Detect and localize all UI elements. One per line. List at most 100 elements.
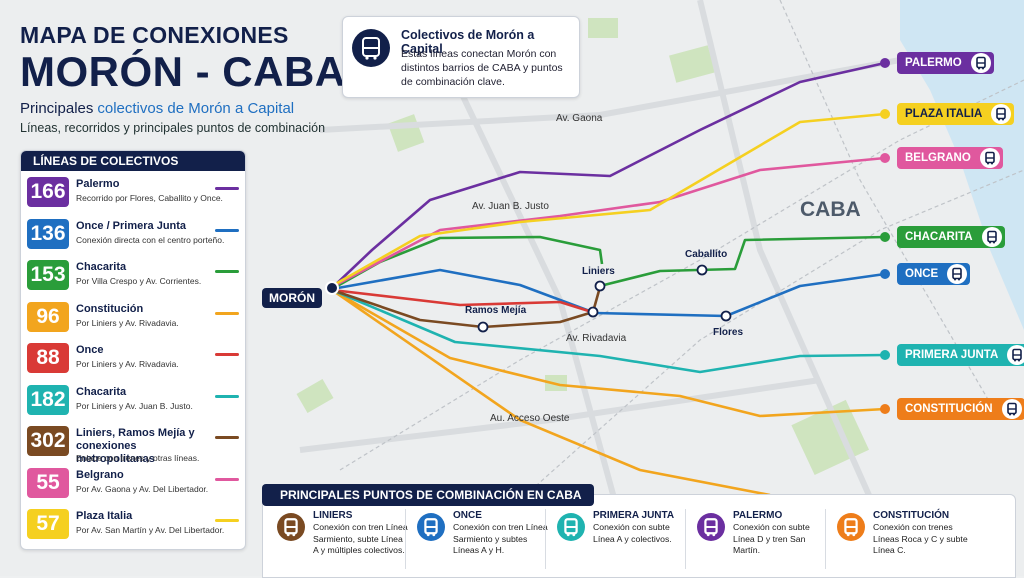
legend-item: 153 Chacarita Por Villa Crespo y Av. Corri…	[27, 258, 241, 296]
bus-wheel	[706, 533, 710, 537]
map-label: Au. Acceso Oeste	[490, 413, 570, 424]
bus-wheel	[1014, 359, 1017, 362]
line-name: Once / Primera Junta	[76, 219, 187, 232]
map-label: Liniers	[582, 266, 615, 277]
destination-name: ONCE	[905, 268, 939, 280]
line-swatch	[215, 477, 239, 481]
combination-name: PRIMERA JUNTA	[593, 510, 675, 521]
destination-label: CONSTITUCIÓN	[897, 398, 1024, 420]
bus-glyph	[1006, 402, 1017, 416]
combination-item: CONSTITUCIÓN Conexión con trenes Líneas R…	[829, 509, 969, 573]
subtitle: Principales colectivos de Morón a Capital	[20, 100, 294, 117]
origin-label: MORÓN	[262, 288, 322, 308]
route	[331, 112, 886, 288]
stop-node	[720, 310, 732, 322]
bus-wheel	[846, 533, 850, 537]
bus-icon	[970, 53, 991, 73]
combination-name: PALERMO	[733, 510, 783, 521]
bus-wheel	[998, 118, 1001, 121]
title-main: MORÓN - CABA	[20, 48, 346, 95]
bus-icon	[1001, 399, 1022, 419]
line-description: Por Av. Gaona y Av. Del Libertador.	[76, 483, 209, 494]
bus-wheel	[977, 67, 980, 70]
combination-item: PRIMERA JUNTA Conexión con subte Línea A …	[549, 509, 689, 573]
bus-wheel	[992, 241, 995, 244]
bus-wheel	[986, 162, 989, 165]
bus-wheel	[572, 533, 576, 537]
bus-glyph	[844, 518, 858, 537]
combination-name: LINIERS	[313, 510, 353, 521]
line-description: Por Liniers y Av. Rivadavia.	[76, 317, 179, 328]
info-box: Colectivos de Morón a Capital Estas líne…	[342, 16, 580, 98]
bus-wheel	[432, 533, 436, 537]
line-swatch	[215, 270, 239, 273]
line-swatch	[215, 228, 239, 232]
destination-label: ONCE	[897, 263, 971, 285]
bus-glyph	[975, 56, 986, 70]
legend-item: 136 Once / Primera Junta Conexión directa …	[27, 217, 241, 255]
line-number: 302	[27, 426, 69, 456]
bus-wheel	[852, 533, 856, 537]
destination-dot	[880, 153, 890, 163]
street	[697, 0, 883, 522]
route	[331, 288, 596, 315]
legend-item: 182 Chacarita Por Liniers y Av. Juan B. Ju…	[27, 383, 241, 421]
line-name: Belgrano	[76, 468, 124, 481]
destination-label: PALERMO	[897, 52, 994, 74]
line-number: 96	[27, 301, 69, 332]
combination-text: Conexión con trenes Líneas Roca y C y su…	[873, 522, 968, 555]
combination-name: CONSTITUCIÓN	[873, 510, 950, 521]
bus-icon	[1007, 345, 1024, 365]
rail	[519, 169, 1024, 501]
bus-glyph	[362, 37, 380, 60]
destination-label: BELGRANO	[897, 147, 1003, 169]
route	[331, 288, 886, 374]
line-number: 55	[27, 467, 69, 498]
bus-glyph	[424, 518, 438, 537]
destination-dot	[880, 350, 890, 360]
line-number: 88	[27, 343, 69, 373]
destination-dot	[880, 58, 890, 68]
line-description: Por Liniers y Av. Juan B. Justo.	[76, 400, 193, 411]
separator	[825, 509, 826, 569]
bus-icon	[947, 264, 968, 284]
bus-wheel	[958, 278, 961, 281]
legend-item: 55 Belgrano Por Av. Gaona y Av. Del Libert…	[27, 466, 241, 504]
bus-glyph	[986, 230, 997, 244]
bus-glyph	[1012, 348, 1023, 362]
route	[334, 290, 771, 497]
bus-glyph	[996, 107, 1007, 121]
destination-name: PALERMO	[905, 57, 962, 69]
street	[319, 57, 901, 133]
separator	[545, 509, 546, 569]
bus-wheel	[1008, 413, 1011, 416]
separator	[685, 509, 686, 569]
line-swatch	[215, 187, 239, 190]
line-name: Plaza Italia	[76, 510, 133, 522]
nodes	[325, 58, 890, 414]
line-swatch	[215, 394, 239, 398]
line-name: Liniers, Ramos Mejía y conexiones metrop…	[76, 427, 195, 465]
subtitle-highlight: colectivos de Morón a Capital	[97, 100, 295, 117]
bus-wheel	[365, 56, 369, 60]
bus-wheel	[1012, 413, 1015, 416]
line-swatch	[215, 436, 239, 439]
line-description: Por Liniers y Av. Rivadavia.	[76, 359, 179, 369]
bus-icon	[979, 148, 1000, 168]
destination-label: CHACARITA	[897, 226, 1005, 248]
map-label: Caballito	[685, 249, 728, 260]
line-name: Once	[76, 344, 104, 356]
bus-icon	[981, 227, 1002, 247]
legend-item: 57 Plaza Italia Por Av. San Martín y Av. D…	[27, 507, 241, 545]
bus-wheel	[286, 533, 290, 537]
stop-node	[594, 280, 606, 292]
combination-item: PALERMO Conexión con subte Línea D y tren…	[689, 509, 829, 573]
map-label: Flores	[713, 327, 744, 338]
destination-label: PLAZA ITALIA	[897, 103, 1015, 125]
park	[296, 378, 334, 414]
subtitle-prefix: Principales	[20, 100, 94, 117]
combination-name: ONCE	[453, 510, 482, 521]
line-description: Enlace con trenes y otras líneas.	[76, 453, 200, 463]
destination-dot	[880, 404, 890, 414]
